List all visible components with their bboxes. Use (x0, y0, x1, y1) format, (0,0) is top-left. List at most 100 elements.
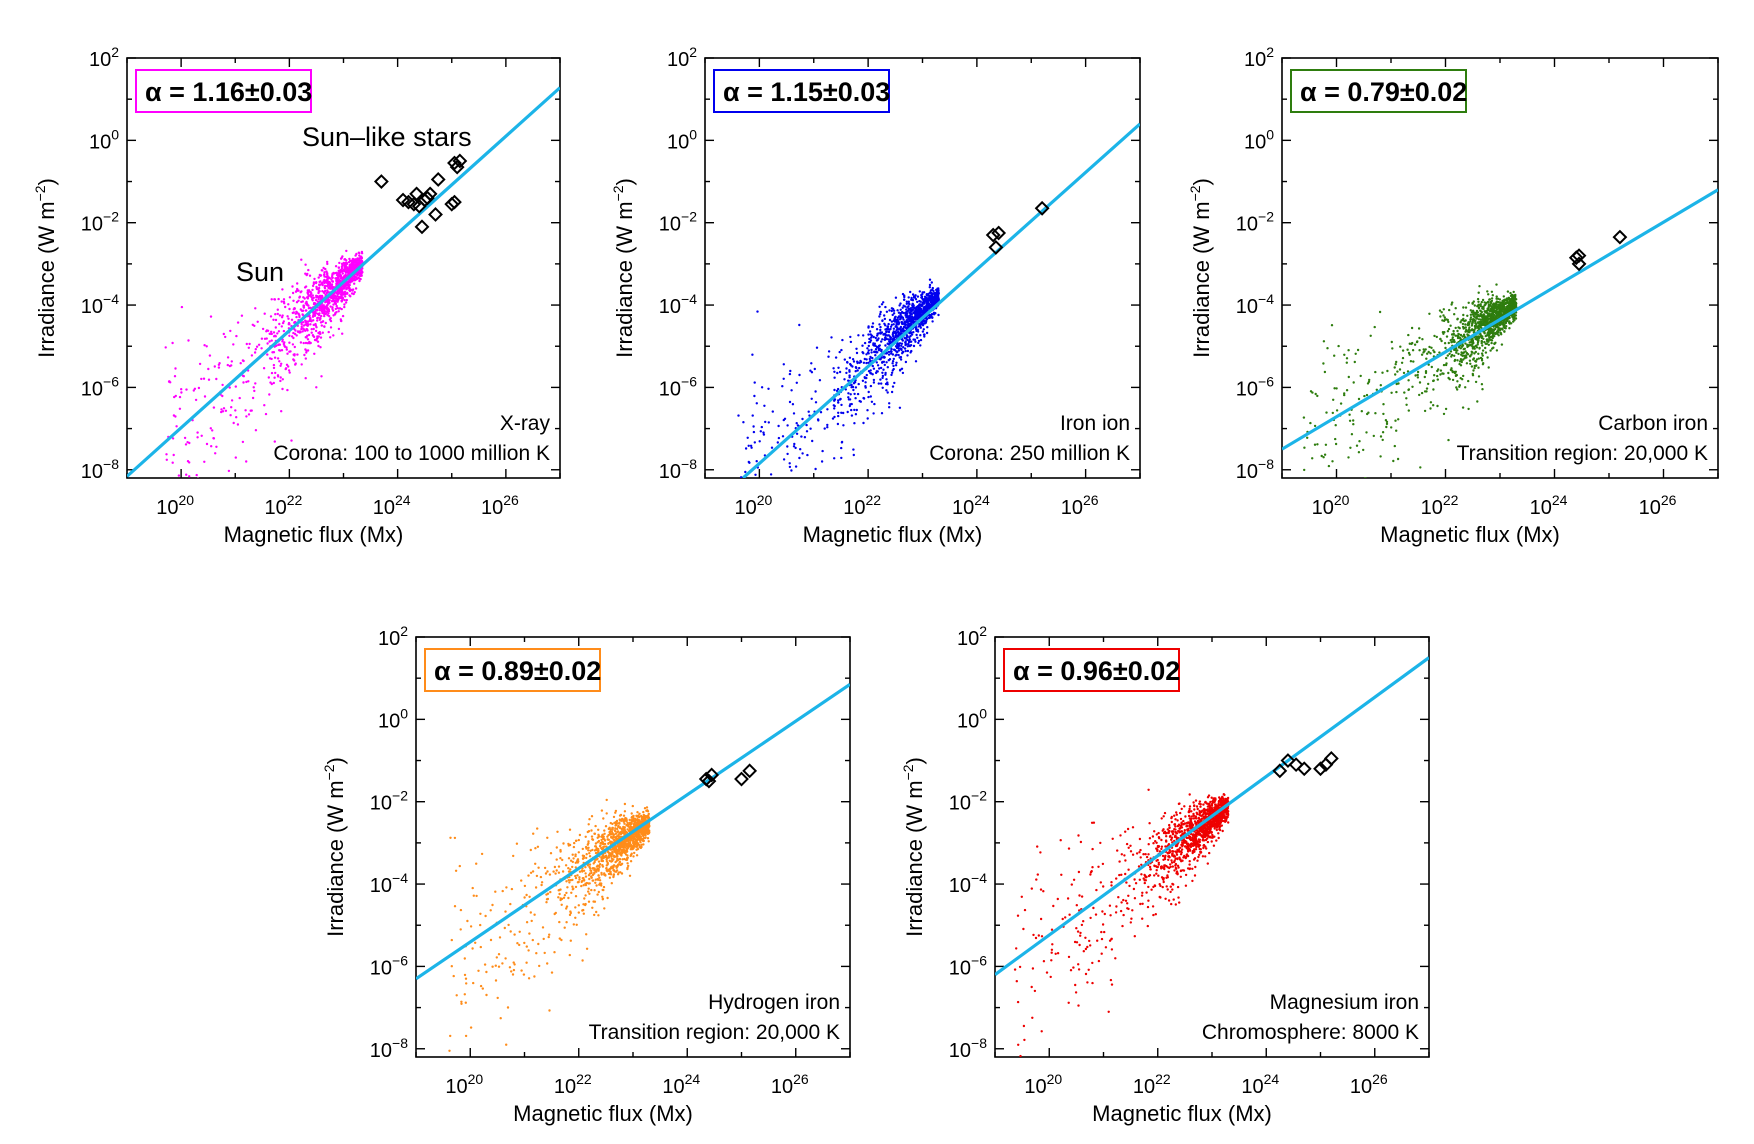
sun-point (583, 897, 586, 900)
sun-point (1425, 387, 1429, 390)
sun-point (902, 346, 905, 349)
sun-point (300, 363, 303, 366)
sun-point (1510, 300, 1513, 303)
sun-point (1325, 411, 1328, 414)
sun-point (1422, 348, 1425, 351)
sun-point (510, 970, 513, 973)
sun-point (1449, 368, 1453, 372)
sun-point (892, 323, 895, 326)
sun-point (1475, 358, 1479, 361)
sun-point (1489, 318, 1493, 321)
sun-point (1347, 375, 1351, 379)
sun-point (1493, 310, 1496, 313)
sun-point (1481, 317, 1484, 321)
sun-point (1477, 339, 1480, 342)
sun-point (602, 885, 606, 889)
sun-point (872, 342, 875, 345)
sun-point (574, 916, 577, 919)
sun-point (867, 326, 870, 329)
sun-point (323, 273, 326, 276)
sun-point (306, 322, 309, 325)
sun-point (264, 412, 268, 416)
sun-point (842, 424, 845, 427)
sun-point (870, 351, 873, 354)
sun-point (1475, 311, 1478, 314)
sun-point (268, 357, 272, 360)
sun-point (880, 382, 883, 385)
sun-point (821, 449, 824, 453)
sun-point (1410, 326, 1414, 330)
sun-point (892, 367, 895, 371)
sun-point (570, 891, 573, 894)
sun-point (606, 896, 609, 900)
sun-point (737, 487, 739, 489)
sun-point (326, 306, 329, 310)
sun-point (353, 282, 356, 285)
sun-point (273, 298, 276, 301)
sun-point (215, 377, 218, 381)
sun-point (923, 335, 926, 338)
sun-point (357, 277, 361, 280)
y-tick-label: 102 (1244, 44, 1274, 71)
sun-point (1379, 455, 1382, 458)
sun-point (904, 323, 908, 326)
sun-point (1442, 308, 1446, 311)
sun-point (891, 360, 895, 363)
sun-point (210, 445, 213, 448)
sun-point (1492, 307, 1496, 310)
axes-frame (126, 57, 561, 479)
sun-point (895, 350, 898, 353)
sun-point (494, 964, 497, 967)
sun-point (837, 366, 840, 369)
sun-point (315, 326, 318, 329)
sun-point (1303, 468, 1306, 472)
sun-point (230, 360, 233, 363)
sun-point (263, 404, 266, 407)
sun-point (254, 348, 257, 351)
sun-point (314, 329, 318, 333)
sun-point (767, 421, 770, 424)
sun-point (1429, 401, 1433, 404)
sun-point (292, 308, 295, 311)
sun-point (229, 414, 232, 417)
sun-point (936, 294, 939, 297)
sun-point (278, 314, 282, 317)
sun-point (890, 350, 893, 353)
sun-point (790, 469, 793, 472)
sun-point (287, 303, 290, 306)
sun-point (321, 283, 324, 287)
sun-point (1323, 453, 1327, 456)
sun-point (188, 461, 191, 464)
sun-point (240, 314, 244, 317)
sun-point (897, 353, 900, 357)
sun-point (285, 363, 289, 366)
sun-point (1382, 403, 1385, 406)
sun-point (247, 413, 251, 416)
sun-point (281, 340, 284, 343)
sun-point (505, 1043, 508, 1046)
sun-point (1445, 318, 1448, 321)
sun-point (557, 871, 561, 874)
sun-point (753, 523, 755, 525)
sun-point (907, 296, 910, 299)
sun-point (262, 367, 266, 370)
sun-point (348, 294, 351, 297)
sun-point (1467, 301, 1470, 304)
sun-point (565, 905, 569, 908)
sun-point (1481, 315, 1485, 319)
sun-point (848, 404, 851, 408)
sun-point (323, 313, 326, 316)
sun-point (1470, 328, 1473, 332)
sun-point (744, 447, 748, 450)
sun-point (873, 402, 876, 406)
x-tick-label: 1024 (1530, 492, 1568, 519)
sun-point (319, 274, 322, 277)
sun-point (305, 351, 308, 354)
sun-point (354, 287, 358, 290)
sun-point (883, 332, 886, 336)
sun-point (1448, 308, 1451, 312)
x-tick-label: 1024 (952, 492, 990, 519)
x-tick-label: 1020 (734, 492, 772, 519)
sun-point (1473, 352, 1476, 355)
sun-point (894, 330, 897, 334)
